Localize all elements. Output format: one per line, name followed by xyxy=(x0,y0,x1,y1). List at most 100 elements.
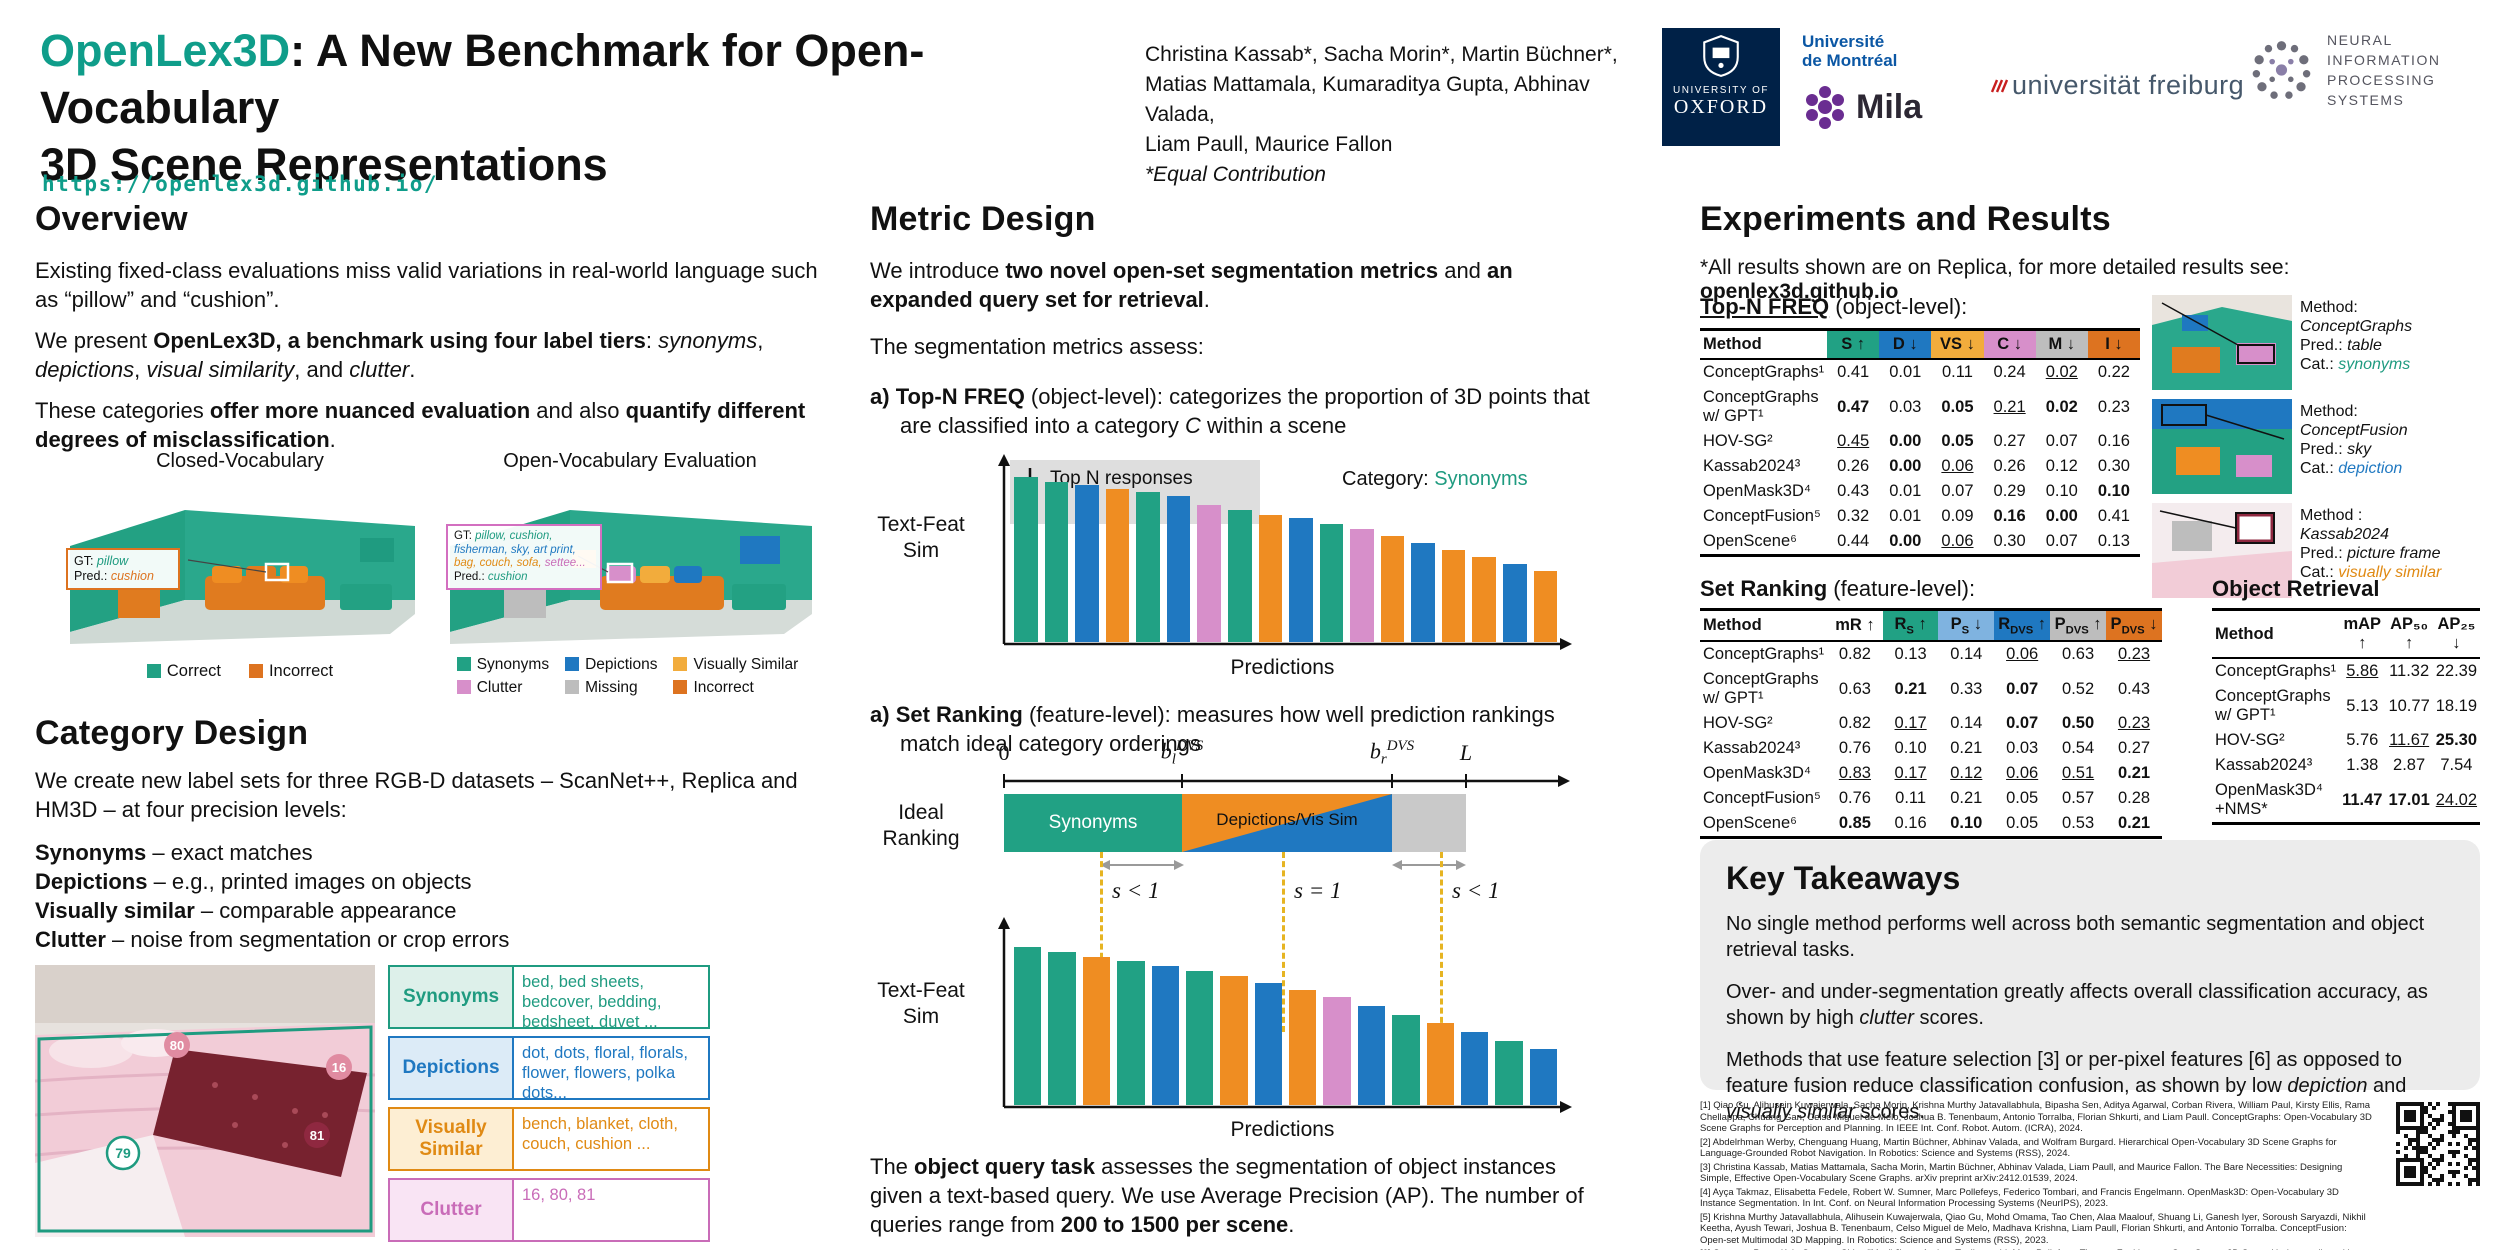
poster-title: OpenLex3D: A New Benchmark for Open-Voca… xyxy=(40,25,925,190)
chart-bar xyxy=(1105,488,1130,642)
table-row: ConceptGraphs¹ 0.82 0.13 0.14 0.06 0.63 0.23 xyxy=(1703,645,2151,664)
column-header: VS ↓ xyxy=(1931,328,1984,360)
column-header: Method xyxy=(1700,608,1828,643)
bullet-clutter: Clutter – noise from segmentation or cro… xyxy=(35,927,510,952)
table-row: ConceptGraphs w/ GPT¹ 0.47 0.03 0.05 0.21 0.0… xyxy=(1703,388,2130,425)
legend-item: Incorrect xyxy=(248,662,333,681)
ranking-axis xyxy=(1003,774,1570,788)
topn-table-title: Top-N FREQ (object-level): xyxy=(1700,294,1968,319)
column-header: RDVS ↑ xyxy=(1994,608,2051,643)
table-row: ConceptFusion⁵ 0.76 0.11 0.21 0.05 0.57 0.28 xyxy=(1703,789,2151,808)
topn-results-table: Method S ↑ D ↓ VS ↓ C ↓ M ↓ I ↓ ConceptGraphs¹ 0… xyxy=(1700,328,2140,557)
chart-bar xyxy=(1220,976,1248,1105)
chart-bar xyxy=(1460,1031,1489,1105)
oxford-crest-icon xyxy=(1703,34,1739,77)
chart-bar xyxy=(1014,476,1038,642)
column-header: PS ↓ xyxy=(1938,608,1995,643)
chart-bar xyxy=(1166,495,1191,642)
metric-design-p1: We introduce two novel open-set segmenta… xyxy=(870,258,1513,312)
topn-freq-chart: Top N responses Category: Synonyms xyxy=(990,452,1575,652)
reference: [4] Ayça Takmaz, Elisabetta Fedele, Robe… xyxy=(1700,1186,2339,1210)
category-label: Category: Synonyms xyxy=(1342,468,1528,490)
table-row: HOV-SG² 0.82 0.17 0.14 0.07 0.50 0.23 xyxy=(1703,714,2151,733)
bed-example-image: 79 80 16 81 xyxy=(34,965,376,1242)
open-vocab-caption: Open-Vocabulary Evaluation xyxy=(503,450,757,472)
y-axis-label: Text-Feat Sim xyxy=(877,513,965,562)
y-axis-label: Text-Feat Sim xyxy=(877,979,965,1028)
legend-item: Visually Similar xyxy=(673,656,798,674)
chart-bar xyxy=(1082,957,1111,1105)
chart-bar xyxy=(1441,549,1466,642)
tick-br: brDVS xyxy=(1369,738,1415,768)
column-header: D ↓ xyxy=(1879,328,1932,360)
column-header: M ↓ xyxy=(2035,328,2088,360)
project-url-link[interactable]: https://openlex3d.github.io/ xyxy=(42,172,439,196)
chart-bar xyxy=(1075,485,1099,642)
table-row: Kassab2024³ 0.76 0.10 0.21 0.03 0.54 0.27 xyxy=(1703,739,2151,758)
table-row: ConceptGraphs w/ GPT¹ 5.13 10.77 18.19 xyxy=(2215,687,2478,724)
example-label-conceptgraphs: Method: ConceptGraphs Pred.: table Cat.: sy… xyxy=(2300,299,2413,373)
key-takeaways-panel: Key Takeaways No single method performs … xyxy=(1700,840,2480,1123)
brand-name: OpenLex3D xyxy=(40,25,291,76)
overview-p3: These categories offer more nuanced eval… xyxy=(35,398,806,452)
chart-bar xyxy=(1048,951,1076,1105)
dashed-line-center xyxy=(1282,852,1285,1032)
open-vocab-legend: Synonyms Depictions Visually Similar Clutte… xyxy=(430,656,825,697)
column-header: mR ↑ xyxy=(1827,608,1883,643)
chart-bar xyxy=(1472,556,1496,642)
table-row: HOV-SG² 0.45 0.00 0.05 0.27 0.07 0.16 xyxy=(1703,432,2130,450)
table-row: OpenMask3D⁴ 0.83 0.17 0.12 0.06 0.51 0.21 xyxy=(1703,764,2151,783)
table-row: OpenMask3D⁴ 0.43 0.01 0.07 0.29 0.10 0.10 xyxy=(1703,482,2130,500)
column-header: RS ↑ xyxy=(1882,608,1939,643)
column-header: C ↓ xyxy=(1983,328,2036,360)
chart-bar xyxy=(1319,523,1344,642)
chart-bar xyxy=(1411,542,1435,642)
setranking-table-title: Set Ranking (feature-level): xyxy=(1700,576,1976,601)
results-heading: Experiments and Results xyxy=(1700,200,2111,238)
metric-item-topn: a) Top-N FREQ (object-level): categorize… xyxy=(870,384,1590,438)
chart-bar xyxy=(1392,1014,1420,1105)
s-label-center: s = 1 xyxy=(1294,878,1342,903)
table-row: OpenScene⁶ 0.85 0.16 0.10 0.05 0.53 0.21 xyxy=(1700,811,2162,840)
bullet-depictions: Depictions – e.g., printed images on obj… xyxy=(35,869,472,894)
tier-row: Synonyms bed, bed sheets, bedcover, beddi… xyxy=(388,965,710,1031)
closed-vocab-annotation: GT: pillow Pred.: cushion xyxy=(66,548,180,590)
legend-item: Synonyms xyxy=(456,656,549,674)
table-row: OpenScene⁶ 0.44 0.00 0.06 0.30 0.07 0.13 xyxy=(1700,529,2140,557)
example-image-conceptfusion xyxy=(2152,399,2292,499)
marker-80: 80 xyxy=(170,1038,184,1053)
metric-item-setranking: a) Set Ranking (feature-level): measures… xyxy=(870,702,1555,756)
chart-axes xyxy=(998,454,1572,650)
neurips-wordmark: NEURAL INFORMATION PROCESSING SYSTEMS xyxy=(2326,32,2441,108)
open-vocab-annotation: GT: pillow, cushion, fisherman, sky, art… xyxy=(446,524,602,590)
takeaway-2: Over- and under-segmentation greatly aff… xyxy=(1726,981,2428,1029)
results-table-grid: Method mR ↑ RS ↑ PS ↓ RDVS ↑ PDVS ↑ PDVS ↓ Conc… xyxy=(1700,608,2162,840)
freiburg-logo: universität freiburg xyxy=(1990,70,2244,101)
category-design-p1: We create new label sets for three RGB-D… xyxy=(35,768,798,822)
missing-segment xyxy=(1392,794,1466,852)
table-row: HOV-SG² 5.76 11.67 25.30 xyxy=(2215,731,2478,749)
overview-p2: We present OpenLex3D, a benchmark using … xyxy=(35,328,764,382)
chart-bar xyxy=(1136,492,1160,642)
retrieval-table-title: Object Retrieval xyxy=(2212,576,2380,601)
dashed-line-right xyxy=(1440,852,1443,1032)
category-design-heading: Category Design xyxy=(35,714,309,752)
ideal-ranking-label: Ideal Ranking xyxy=(882,801,960,850)
column-header: Method xyxy=(2212,608,2340,659)
bar-series xyxy=(1014,931,1557,1105)
chart-bar xyxy=(1533,570,1558,642)
table-row: ConceptFusion⁵ 0.32 0.01 0.09 0.16 0.00 0.41 xyxy=(1703,507,2130,525)
synonyms-segment: Synonyms xyxy=(1004,794,1182,852)
setranking-results-table: Method mR ↑ RS ↑ PS ↓ RDVS ↑ PDVS ↑ PDVS ↓ Conc… xyxy=(1700,608,2162,840)
tier-row: Visually Similar bench, blanket, cloth, c… xyxy=(388,1107,710,1171)
chart-bar xyxy=(1151,965,1179,1105)
udem-wordmark: Université de Montréal xyxy=(1802,32,1898,70)
x-axis-label: Predictions xyxy=(1230,1118,1335,1141)
column-header: mAP ↑ xyxy=(2339,608,2386,659)
column-header: S ↑ xyxy=(1827,328,1880,360)
author-line: Liam Paull, Maurice Fallon xyxy=(1145,133,1393,156)
table-row: OpenMask3D⁴ +NMS* 11.47 17.01 24.02 xyxy=(2212,778,2481,825)
marker-16: 16 xyxy=(332,1060,346,1075)
qr-code xyxy=(2396,1102,2480,1186)
column-header: AP₂₅ ↓ xyxy=(2432,608,2481,659)
